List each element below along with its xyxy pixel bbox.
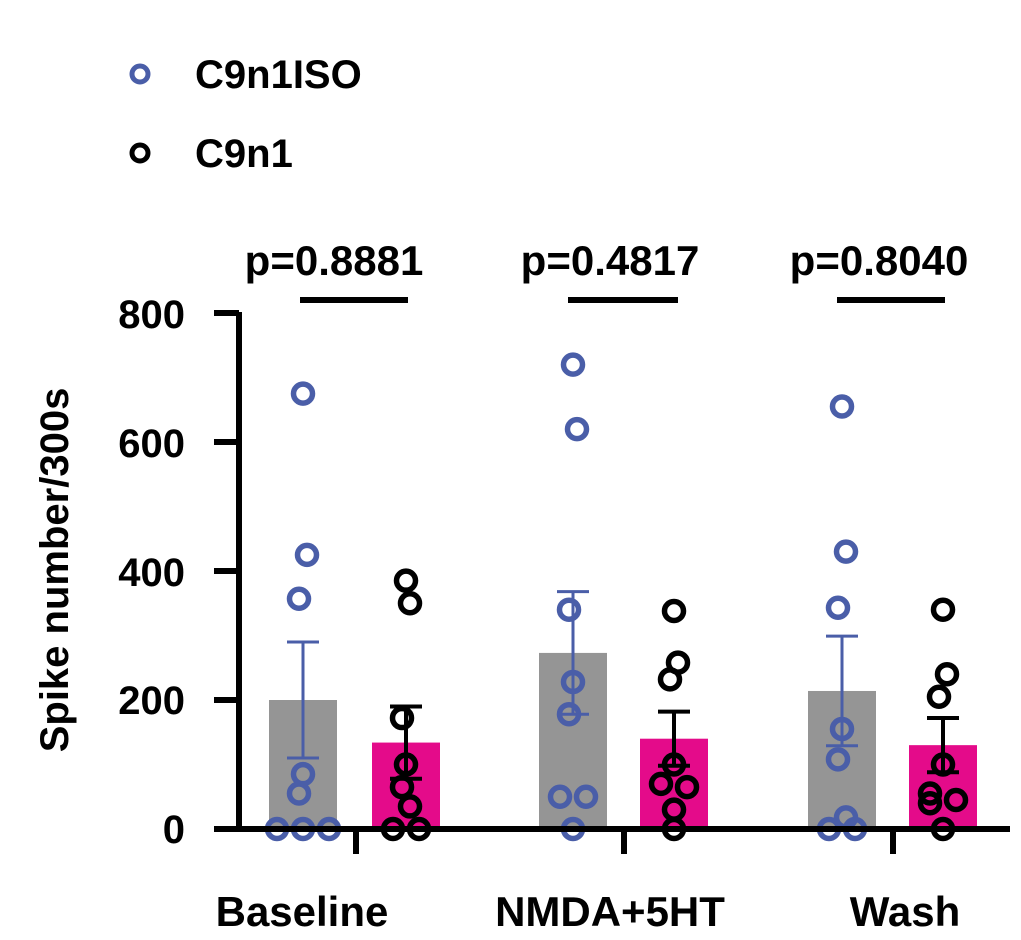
- axes: [214, 310, 1010, 854]
- y-tick-label: 400: [118, 551, 185, 595]
- data-point-c9n1: [397, 794, 423, 819]
- p-value-label: p=0.4817: [521, 237, 700, 284]
- data-point-c9n1iso: [560, 352, 586, 377]
- data-point-c9n1: [393, 752, 419, 777]
- data-point-c9n1: [943, 787, 969, 813]
- data-point-c9n1iso: [829, 716, 855, 742]
- data-point-c9n1: [934, 661, 960, 687]
- data-point-c9n1: [389, 774, 415, 800]
- data-point-c9n1iso: [833, 539, 859, 564]
- x-tick-label-wash: Wash: [850, 888, 960, 935]
- data-point-c9n1iso: [825, 595, 851, 621]
- data-point-c9n1: [657, 667, 683, 692]
- data-point-c9n1: [917, 790, 943, 816]
- y-tick-label: 600: [118, 422, 185, 466]
- legend: C9n1ISO C9n1: [129, 53, 362, 176]
- data-point-c9n1iso: [556, 701, 582, 727]
- legend-label-c9n1iso: C9n1ISO: [195, 53, 362, 97]
- p-value-label: p=0.8040: [790, 237, 969, 284]
- data-point-c9n1iso: [286, 586, 312, 611]
- x-tick-label-baseline: Baseline: [216, 888, 389, 935]
- y-axis-label: Spike number/300s: [33, 388, 77, 753]
- data-point-c9n1: [397, 591, 423, 616]
- data-point-c9n1iso: [286, 781, 312, 806]
- y-tick-label: 0: [163, 808, 185, 852]
- data-point-c9n1: [917, 781, 943, 806]
- data-point-c9n1: [648, 771, 674, 797]
- x-tick-labels: Baseline NMDA+5HT Wash: [216, 888, 961, 935]
- data-point-c9n1: [661, 752, 687, 777]
- data-point-c9n1: [393, 568, 419, 593]
- legend-label-c9n1: C9n1: [195, 132, 293, 176]
- legend-marker-c9n1: [129, 142, 151, 164]
- data-point-c9n1iso: [564, 416, 590, 442]
- error-bars: [287, 590, 959, 781]
- data-point-c9n1iso: [294, 542, 320, 568]
- data-point-c9n1iso: [547, 784, 573, 809]
- data-point-c9n1iso: [556, 597, 582, 622]
- data-point-c9n1: [661, 598, 687, 624]
- y-tick-labels: 0 200 400 600 800: [118, 293, 185, 852]
- data-point-c9n1iso: [290, 381, 316, 406]
- legend-marker-c9n1iso: [129, 63, 151, 85]
- data-point-c9n1iso: [560, 669, 586, 695]
- data-point-c9n1: [930, 752, 956, 777]
- y-tick-label: 200: [118, 679, 185, 723]
- data-point-c9n1: [389, 705, 415, 731]
- data-point-c9n1iso: [573, 784, 599, 809]
- x-tick-label-nmda-5ht: NMDA+5HT: [495, 888, 725, 935]
- data-point-c9n1: [930, 597, 956, 622]
- bars: [269, 652, 977, 829]
- comparisons: p=0.8881 p=0.4817 p=0.8040: [245, 237, 969, 303]
- p-value-label: p=0.8881: [245, 237, 424, 284]
- data-point-c9n1: [926, 684, 952, 710]
- data-point-c9n1iso: [829, 394, 855, 419]
- data-point-c9n1: [674, 774, 700, 800]
- data-point-c9n1iso: [825, 747, 851, 772]
- y-tick-label: 800: [118, 293, 185, 337]
